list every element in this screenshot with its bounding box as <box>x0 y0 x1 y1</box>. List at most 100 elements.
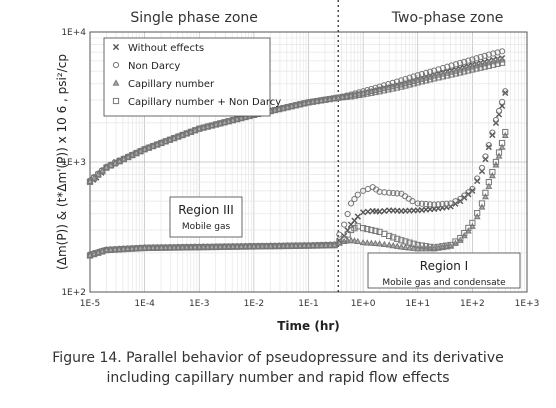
pressure-point <box>233 116 241 123</box>
derivative-point <box>292 242 299 249</box>
pressure-point <box>313 97 321 105</box>
pressure-point <box>318 97 325 104</box>
pressure-point <box>175 133 182 140</box>
derivative-point <box>141 244 148 252</box>
derivative-point <box>422 243 430 250</box>
derivative-point <box>95 249 102 256</box>
derivative-point <box>489 129 496 136</box>
derivative-point <box>103 247 110 254</box>
derivative-point <box>495 107 503 115</box>
pressure-point <box>448 71 455 78</box>
derivative-point <box>422 200 430 208</box>
derivative-point <box>469 219 476 227</box>
derivative-point <box>386 232 393 240</box>
derivative-point <box>354 191 361 198</box>
derivative-point <box>305 242 312 249</box>
derivative-point <box>405 195 412 202</box>
derivative-point <box>443 200 450 207</box>
pressure-point <box>360 91 367 98</box>
series-square <box>86 59 509 259</box>
chart: 1E-5 1E-4 1E-3 1E-2 1E-1 1E+0 1E+1 1E+2 1E+3 1E+2… <box>55 0 539 333</box>
derivative-point <box>275 243 283 250</box>
derivative-point <box>360 225 367 232</box>
derivative-point <box>267 243 274 250</box>
derivative-point <box>401 243 409 251</box>
derivative-point <box>99 248 106 255</box>
derivative-point <box>128 245 135 252</box>
pressure-point <box>187 128 194 136</box>
derivative-point <box>495 149 503 156</box>
x-tick-label: 1E+2 <box>460 299 485 309</box>
derivative-point <box>461 192 468 199</box>
pressure-point <box>444 63 451 70</box>
pressure-point <box>477 53 484 61</box>
pressure-point <box>485 62 492 69</box>
derivative-point <box>393 242 401 249</box>
pressure-point <box>137 148 144 155</box>
pressure-point <box>389 85 396 92</box>
derivative-point <box>498 143 506 150</box>
pressure-point <box>368 89 375 96</box>
pressure-point <box>296 101 304 108</box>
pressure-point <box>448 62 455 69</box>
derivative-point <box>363 239 371 246</box>
derivative-point <box>367 239 375 246</box>
pressure-point <box>385 86 392 93</box>
derivative-point <box>204 244 211 251</box>
pressure-point <box>183 130 190 137</box>
annotation-title: Region I <box>420 259 468 273</box>
pressure-point <box>347 93 355 100</box>
pressure-point <box>465 57 472 64</box>
derivative-point <box>461 229 468 237</box>
derivative-point <box>439 200 446 208</box>
pressure-point <box>288 103 295 110</box>
pressure-point <box>490 61 497 68</box>
pressure-point <box>343 93 350 100</box>
pressure-point <box>351 92 359 99</box>
legend-marker-square <box>112 97 120 105</box>
derivative-point <box>397 243 405 250</box>
derivative-point <box>336 231 343 238</box>
pressure-point <box>280 105 287 112</box>
pressure-point <box>154 141 161 148</box>
derivative-point <box>426 243 434 250</box>
derivative-point <box>259 243 266 250</box>
figure-caption-line-1: Figure 14. Parallel behavior of pseudopr… <box>52 350 504 366</box>
pressure-point <box>489 58 497 65</box>
derivative-point <box>183 244 190 251</box>
derivative-point <box>212 243 220 251</box>
pressure-point <box>456 59 464 67</box>
pressure-point <box>301 100 308 107</box>
figure-caption-line-2: including capillary number and rapid flo… <box>106 370 450 386</box>
pressure-point <box>469 56 476 63</box>
annotation-box <box>367 252 521 289</box>
derivative-point <box>376 240 384 247</box>
derivative-point <box>137 245 144 252</box>
derivative-point <box>229 243 236 250</box>
derivative-point <box>473 213 481 220</box>
pressure-point <box>494 60 501 67</box>
pressure-point <box>217 120 224 127</box>
pressure-point <box>95 171 102 178</box>
derivative-point <box>431 244 438 251</box>
pressure-point <box>129 152 136 159</box>
legend-marker-triangle <box>112 79 120 86</box>
pressure-point <box>141 146 148 153</box>
derivative-point <box>409 198 416 205</box>
derivative-point <box>250 243 257 250</box>
derivative-point <box>242 243 249 250</box>
pressure-point <box>410 80 417 87</box>
pressure-point <box>204 123 211 130</box>
legend: Without effects Non Darcy Capillary number… <box>103 37 281 117</box>
derivative-point <box>447 200 454 207</box>
derivative-point <box>501 131 509 139</box>
derivative-point <box>344 210 351 218</box>
pressure-point <box>225 118 232 125</box>
derivative-point <box>111 246 119 253</box>
pressure-point <box>456 69 464 76</box>
derivative-point <box>390 234 397 241</box>
derivative-point <box>418 200 425 207</box>
derivative-point <box>280 242 287 250</box>
pressure-point <box>86 178 94 185</box>
derivative-point <box>301 242 308 249</box>
